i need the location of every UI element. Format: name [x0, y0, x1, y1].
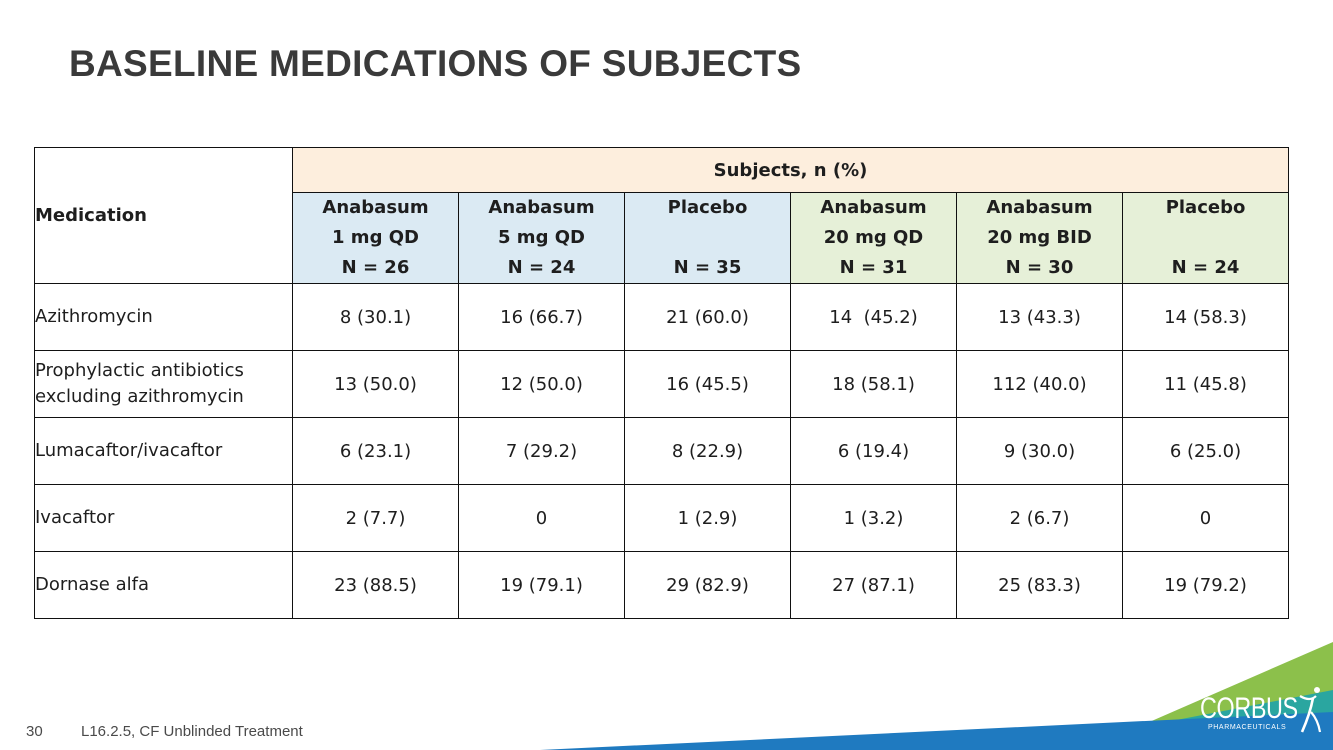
- table-cell: 9 (30.0): [956, 417, 1123, 485]
- group-header-placebo-2: Placebo N = 24: [1121, 192, 1290, 284]
- group-name: Anabasum: [322, 197, 429, 218]
- footer-reference: L16.2.5, CF Unblinded Treatment: [81, 723, 303, 740]
- logo-wordmark: CORBUS: [1200, 692, 1298, 725]
- table-cell: 29 (82.9): [624, 551, 791, 619]
- row-label: Ivacaftor: [34, 484, 293, 552]
- row-label: Prophylactic antibiotics excluding azith…: [34, 350, 293, 418]
- table-cell: 1 (3.2): [790, 484, 957, 552]
- group-name: Placebo: [667, 197, 748, 218]
- table-cell: 13 (43.3): [956, 283, 1123, 351]
- row-label: Dornase alfa: [34, 551, 293, 619]
- row-label-line: Dornase alfa: [35, 574, 149, 595]
- table-cell: 14 (45.2): [790, 283, 957, 351]
- group-header-anabasum-5mg-qd: Anabasum 5 mg QD N = 24: [458, 192, 625, 284]
- group-header-placebo-1: Placebo N = 35: [624, 192, 791, 284]
- group-n: N = 26: [341, 257, 410, 278]
- slide-number: 30: [26, 723, 43, 740]
- row-label-line: Lumacaftor/ivacaftor: [35, 440, 223, 461]
- table-cell: 2 (7.7): [292, 484, 459, 552]
- group-n: N = 24: [1171, 257, 1240, 278]
- group-header-anabasum-1mg-qd: Anabasum 1 mg QD N = 26: [292, 192, 459, 284]
- table-cell: 8 (30.1): [292, 283, 459, 351]
- group-n: N = 30: [1005, 257, 1074, 278]
- table-cell: 23 (88.5): [292, 551, 459, 619]
- table-cell: 6 (19.4): [790, 417, 957, 485]
- subjects-header: Subjects, n (%): [291, 147, 1290, 193]
- table-cell: 25 (83.3): [956, 551, 1123, 619]
- group-dose: 20 mg BID: [987, 227, 1092, 248]
- group-name: Anabasum: [986, 197, 1093, 218]
- group-dose: 20 mg QD: [823, 227, 924, 248]
- table-row: Lumacaftor/ivacaftor 6 (23.1) 7 (29.2) 8…: [34, 417, 1290, 485]
- table-cell: 7 (29.2): [458, 417, 625, 485]
- row-label: Lumacaftor/ivacaftor: [34, 417, 293, 485]
- medications-table: Medication Subjects, n (%) Anabasum 1 mg…: [34, 147, 1290, 619]
- row-label-line: excluding azithromycin: [35, 386, 244, 407]
- row-label-line: Ivacaftor: [35, 507, 115, 528]
- group-n: N = 24: [507, 257, 576, 278]
- table-cell: 112 (40.0): [956, 350, 1123, 418]
- blue-swoosh: [540, 712, 1333, 750]
- group-name: Anabasum: [488, 197, 595, 218]
- group-header-anabasum-20mg-bid: Anabasum 20 mg BID N = 30: [956, 192, 1123, 284]
- table-row: Azithromycin 8 (30.1) 16 (66.7) 21 (60.0…: [34, 283, 1290, 351]
- row-label-line: Azithromycin: [35, 306, 153, 327]
- table-cell: 0: [458, 484, 625, 552]
- table-cell: 2 (6.7): [956, 484, 1123, 552]
- group-name: Placebo: [1165, 197, 1246, 218]
- table-cell: 14 (58.3): [1121, 283, 1290, 351]
- page-title: BASELINE MEDICATIONS OF SUBJECTS: [69, 43, 802, 84]
- table-row: Prophylactic antibiotics excluding azith…: [34, 350, 1290, 418]
- table-cell: 12 (50.0): [458, 350, 625, 418]
- table-cell: 11 (45.8): [1121, 350, 1290, 418]
- group-n: N = 31: [839, 257, 908, 278]
- table-cell: 19 (79.2): [1121, 551, 1290, 619]
- logo-tagline: PHARMACEUTICALS: [1208, 724, 1287, 731]
- medication-column-header: Medication: [34, 147, 293, 284]
- group-name: Anabasum: [820, 197, 927, 218]
- group-dose: 5 mg QD: [498, 227, 585, 248]
- table-cell: 0: [1121, 484, 1290, 552]
- group-n: N = 35: [673, 257, 742, 278]
- table-cell: 21 (60.0): [624, 283, 791, 351]
- group-dose: 1 mg QD: [332, 227, 419, 248]
- row-label-line: Prophylactic antibiotics: [35, 360, 244, 381]
- corbus-logo: CORBUS PHARMACEUTICALS: [1200, 687, 1325, 733]
- table-cell: 27 (87.1): [790, 551, 957, 619]
- figure-icon: [1299, 687, 1322, 733]
- table-row: Dornase alfa 23 (88.5) 19 (79.1) 29 (82.…: [34, 551, 1290, 619]
- table-row: Ivacaftor 2 (7.7) 0 1 (2.9) 1 (3.2) 2 (6…: [34, 484, 1290, 552]
- table-cell: 1 (2.9): [624, 484, 791, 552]
- table-cell: 6 (25.0): [1121, 417, 1290, 485]
- row-label: Azithromycin: [34, 283, 293, 351]
- table-cell: 16 (45.5): [624, 350, 791, 418]
